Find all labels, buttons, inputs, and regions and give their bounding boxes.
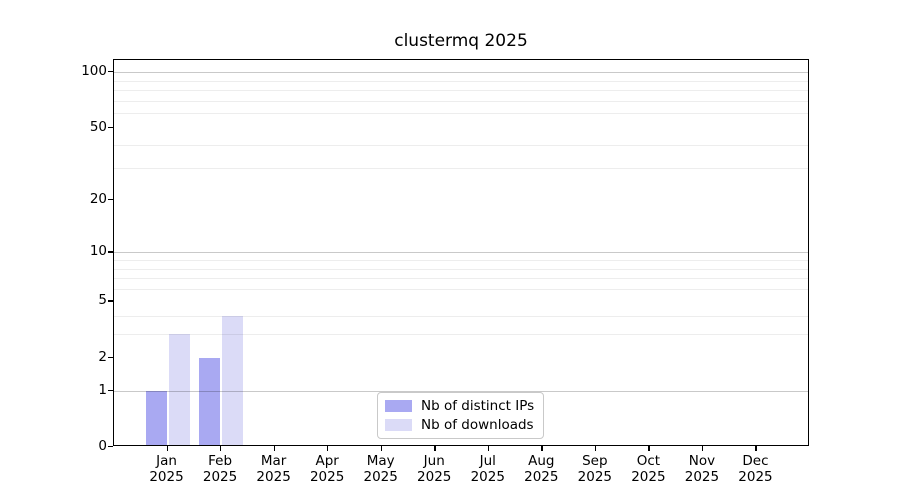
gridline-minor	[114, 288, 808, 290]
x-tick-label: Apr 2025	[299, 453, 355, 485]
y-tick-label: 0	[98, 438, 107, 454]
x-tick-label-year: 2025	[738, 469, 773, 485]
x-tick-label-month: May	[366, 453, 395, 469]
legend: Nb of distinct IPs Nb of downloads	[377, 392, 544, 439]
plot-area	[113, 59, 809, 446]
gridline-minor	[114, 145, 808, 147]
x-tick-label-year: 2025	[256, 469, 291, 485]
x-tick-label-month: Sep	[582, 453, 608, 469]
y-tick-label: 50	[89, 118, 107, 135]
gridline-major	[114, 72, 808, 74]
legend-item-distinct-ips: Nb of distinct IPs	[385, 398, 537, 414]
y-tick-label: 1	[98, 381, 107, 398]
x-tick-label-month: Jan	[156, 453, 177, 469]
bar-nb-of-distinct-ips-feb	[199, 357, 221, 445]
x-tick-label: Aug 2025	[513, 453, 569, 485]
x-tick	[273, 446, 275, 451]
bar-nb-of-downloads-jan	[168, 334, 190, 445]
bar-nb-of-downloads-feb	[222, 316, 244, 445]
x-tick	[594, 446, 597, 451]
x-tick-label: Feb 2025	[192, 453, 248, 485]
legend-item-downloads: Nb of downloads	[385, 417, 537, 433]
gridline-major	[114, 252, 808, 254]
x-tick-label: Sep 2025	[567, 453, 623, 485]
y-tick	[108, 71, 113, 73]
x-tick-label: Oct 2025	[620, 453, 676, 485]
y-tick	[108, 126, 113, 128]
x-tick-label-year: 2025	[363, 469, 398, 485]
x-tick-label-month: Oct	[636, 453, 661, 469]
x-tick-label: Dec 2025	[727, 453, 783, 485]
gridline-minor	[114, 100, 808, 102]
x-tick-label-month: Feb	[208, 453, 233, 469]
y-tick	[108, 300, 113, 302]
y-tick	[108, 251, 113, 253]
x-tick	[701, 446, 704, 451]
x-tick-label-month: Aug	[528, 453, 555, 469]
y-tick	[108, 389, 113, 391]
y-tick-label: 10	[89, 243, 107, 260]
x-tick-label-year: 2025	[524, 469, 559, 485]
legend-swatch-distinct-ips	[385, 400, 412, 412]
x-tick-label-month: Nov	[688, 453, 716, 469]
y-tick-label: 20	[89, 190, 107, 207]
x-tick-label-year: 2025	[577, 469, 613, 485]
gridline-minor	[114, 90, 808, 92]
legend-swatch-downloads	[385, 419, 412, 431]
x-tick	[220, 446, 222, 451]
x-tick-label: Mar 2025	[246, 453, 302, 485]
gridline-minor	[114, 260, 808, 261]
x-tick-label-year: 2025	[631, 469, 666, 485]
y-tick-label: 100	[81, 63, 107, 80]
x-tick-label-year: 2025	[202, 469, 238, 485]
x-tick-label-year: 2025	[684, 469, 720, 485]
gridline-minor	[114, 168, 808, 170]
x-tick-label-month: Jun	[423, 453, 445, 469]
x-tick-label: Jan 2025	[139, 453, 195, 485]
gridline-minor	[114, 80, 808, 82]
x-tick-label: Nov 2025	[674, 453, 730, 485]
x-tick	[166, 446, 168, 451]
y-tick	[108, 446, 113, 448]
x-tick	[755, 446, 757, 451]
gridline-minor	[114, 316, 808, 318]
x-tick-label-month: Jul	[479, 453, 496, 469]
gridline-minor	[114, 278, 808, 280]
gridline-minor	[114, 268, 808, 270]
x-tick-label: May 2025	[353, 453, 409, 485]
x-tick	[327, 446, 329, 451]
x-tick	[541, 446, 543, 451]
legend-label-downloads: Nb of downloads	[421, 417, 534, 433]
x-tick-label: Jun 2025	[406, 453, 462, 485]
gridline-minor	[114, 334, 808, 336]
x-tick-label-month: Dec	[742, 453, 769, 469]
bar-nb-of-distinct-ips-jan	[145, 390, 167, 445]
y-tick-label: 2	[98, 348, 107, 365]
x-tick-label: Jul 2025	[460, 453, 516, 485]
chart-title: clustermq 2025	[394, 31, 528, 51]
x-tick-label-year: 2025	[417, 469, 452, 485]
x-tick-label-year: 2025	[149, 469, 184, 485]
x-tick-label-month: Mar	[260, 453, 287, 469]
x-tick-label-year: 2025	[470, 469, 505, 485]
y-tick-label: 5	[98, 292, 107, 309]
y-tick	[108, 356, 113, 359]
legend-label-distinct-ips: Nb of distinct IPs	[421, 398, 535, 414]
gridline-minor	[114, 113, 808, 115]
x-tick-label-year: 2025	[309, 469, 345, 485]
y-tick	[108, 198, 113, 201]
x-tick	[487, 446, 490, 451]
x-tick-label-month: Apr	[315, 453, 339, 469]
x-tick	[648, 446, 650, 451]
gridline-major	[114, 390, 808, 392]
x-tick	[434, 446, 436, 451]
x-tick	[380, 446, 382, 451]
